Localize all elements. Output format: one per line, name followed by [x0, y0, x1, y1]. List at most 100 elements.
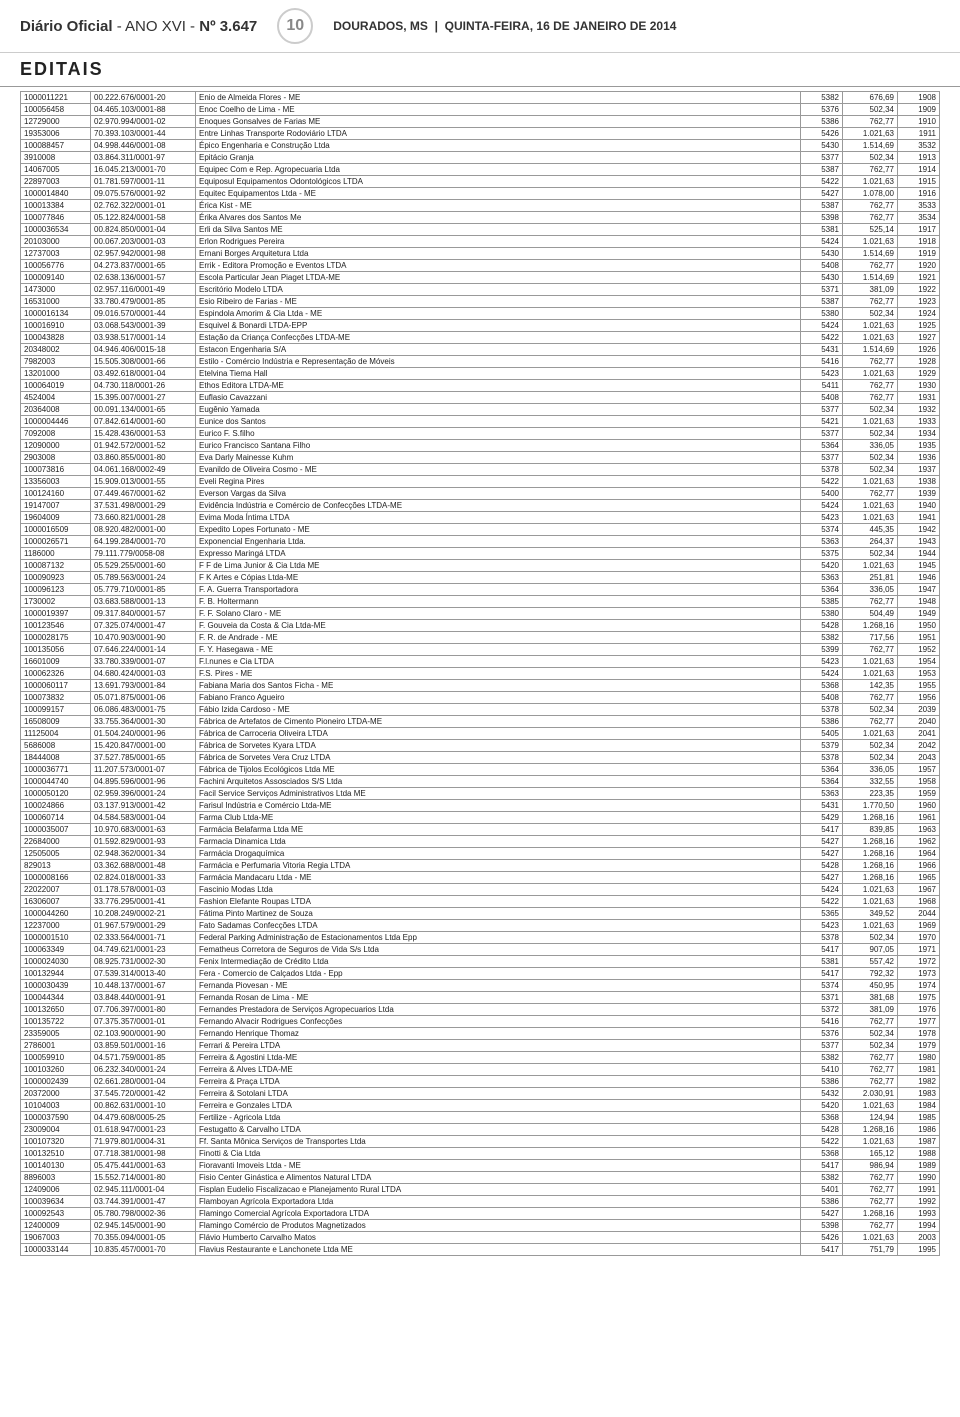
table-cell: Fertilize - Agricola Ltda	[196, 1112, 801, 1124]
table-cell: 1966	[898, 860, 940, 872]
table-cell: 5423	[801, 656, 843, 668]
table-cell: 5428	[801, 620, 843, 632]
table-cell: Fernandes Prestadora de Serviços Agropec…	[196, 1004, 801, 1016]
table-cell: 165,12	[843, 1148, 898, 1160]
table-cell: 1965	[898, 872, 940, 884]
table-cell: Expedito Lopes Fortunato - ME	[196, 524, 801, 536]
table-cell: 1.021,63	[843, 128, 898, 140]
table-cell: 336,05	[843, 440, 898, 452]
table-cell: 1974	[898, 980, 940, 992]
table-cell: 5408	[801, 260, 843, 272]
table-cell: Eveli Regina Pires	[196, 476, 801, 488]
table-row: 100001122100.222.676/0001-20Enio de Alme…	[21, 92, 940, 104]
table-cell: Fernanda Piovesan - ME	[196, 980, 801, 992]
table-cell: 100064019	[21, 380, 91, 392]
table-cell: 5417	[801, 824, 843, 836]
table-cell: 1943	[898, 536, 940, 548]
table-cell: 22022007	[21, 884, 91, 896]
table-cell: 1975	[898, 992, 940, 1004]
table-cell: Fernanda Rosan de Lima - ME	[196, 992, 801, 1004]
table-cell: F F de Lima Junior & Cia Ltda ME	[196, 560, 801, 572]
table-row: 1272900002.970.994/0001-02Enoques Gonsal…	[21, 116, 940, 128]
table-cell: 5387	[801, 200, 843, 212]
table-cell: 37.531.498/0001-29	[91, 500, 196, 512]
table-cell: 05.122.824/0001-58	[91, 212, 196, 224]
table-cell: 1.078,00	[843, 188, 898, 200]
table-cell: 1994	[898, 1220, 940, 1232]
table-cell: 1956	[898, 692, 940, 704]
table-cell: Fábrica de Sorvetes Kyara LTDA	[196, 740, 801, 752]
table-row: 100002403008.925.731/0002-30Fenix Interm…	[21, 956, 940, 968]
table-cell: 5368	[801, 680, 843, 692]
table-cell: 1953	[898, 668, 940, 680]
table-row: 1112500401.504.240/0001-96Fábrica de Car…	[21, 728, 940, 740]
table-cell: 04.730.118/0001-26	[91, 380, 196, 392]
table-cell: 05.071.875/0001-06	[91, 692, 196, 704]
table-cell: Finotti & Cia Ltda	[196, 1148, 801, 1160]
table-cell: Fisio Center Ginástica e Alimentos Natur…	[196, 1172, 801, 1184]
table-row: 100003653400.824.850/0001-04Erli da Silv…	[21, 224, 940, 236]
table-cell: 100088457	[21, 140, 91, 152]
table-row: 10004382803.938.517/0001-14Estação da Cr…	[21, 332, 940, 344]
table-cell: 1.268,16	[843, 1208, 898, 1220]
table-cell: 349,52	[843, 908, 898, 920]
table-row: 1906700370.355.094/0001-05Flávio Humbert…	[21, 1232, 940, 1244]
table-row: 2289700301.781.597/0001-11Equiposul Equi…	[21, 176, 940, 188]
table-cell: 16.045.213/0001-70	[91, 164, 196, 176]
table-cell: 1.021,63	[843, 176, 898, 188]
table-cell: 1979	[898, 1040, 940, 1052]
table-cell: 03.137.913/0001-42	[91, 800, 196, 812]
table-cell: Farmacia Dinamica Ltda	[196, 836, 801, 848]
table-cell: 762,77	[843, 116, 898, 128]
table-row: 1320100003.492.618/0001-04Etelvina Tiema…	[21, 368, 940, 380]
table-cell: 1964	[898, 848, 940, 860]
table-cell: Farma Club Ltda-ME	[196, 812, 801, 824]
table-cell: 1949	[898, 608, 940, 620]
table-cell: Epitácio Granja	[196, 152, 801, 164]
table-cell: 02.945.145/0001-90	[91, 1220, 196, 1232]
table-cell: 37.527.785/0001-65	[91, 752, 196, 764]
table-cell: 1.021,63	[843, 1232, 898, 1244]
table-cell: 502,34	[843, 548, 898, 560]
table-cell: 100140130	[21, 1160, 91, 1172]
table-cell: 1908	[898, 92, 940, 104]
table-cell: 20348002	[21, 344, 91, 356]
table-cell: 502,34	[843, 464, 898, 476]
table-row: 10014013005.475.441/0001-63Fioravanti Im…	[21, 1160, 940, 1172]
table-cell: 762,77	[843, 1184, 898, 1196]
table-cell: Fioravanti Imoveis Ltda - ME	[196, 1160, 801, 1172]
table-cell: 08.925.731/0002-30	[91, 956, 196, 968]
table-cell: 1919	[898, 248, 940, 260]
table-cell: 1.021,63	[843, 500, 898, 512]
table-cell: 1000004446	[21, 416, 91, 428]
table-cell: 336,05	[843, 584, 898, 596]
table-cell: 100024866	[21, 800, 91, 812]
table-row: 1660100933.780.339/0001-07F.l.nunes e Ci…	[21, 656, 940, 668]
table-cell: 1980	[898, 1052, 940, 1064]
table-cell: Fisplan Eudelio Fiscalizacao e Planejame…	[196, 1184, 801, 1196]
table-cell: 5382	[801, 92, 843, 104]
editais-table: 100001122100.222.676/0001-20Enio de Alme…	[20, 91, 940, 1256]
table-cell: 1936	[898, 452, 940, 464]
table-cell: 04.571.759/0001-85	[91, 1052, 196, 1064]
table-row: 10008845704.998.446/0001-08Épico Engenha…	[21, 140, 940, 152]
table-row: 1960400973.660.821/0001-28Evima Moda Ínt…	[21, 512, 940, 524]
table-cell: Federal Parking Administração de Estacio…	[196, 932, 801, 944]
table-cell: 1935	[898, 440, 940, 452]
table-cell: 07.842.614/0001-60	[91, 416, 196, 428]
table-cell: 01.781.597/0001-11	[91, 176, 196, 188]
table-cell: 1995	[898, 1244, 940, 1256]
table-cell: Equipec Com e Rep. Agropecuaria Ltda	[196, 164, 801, 176]
table-cell: 5416	[801, 356, 843, 368]
table-cell: 12729000	[21, 116, 91, 128]
table-cell: 1913	[898, 152, 940, 164]
table-cell: 502,34	[843, 308, 898, 320]
table-cell: 762,77	[843, 200, 898, 212]
table-cell: 5382	[801, 1172, 843, 1184]
table-cell: 1977	[898, 1016, 940, 1028]
table-cell: 5422	[801, 332, 843, 344]
table-row: 1935300670.393.103/0001-44Entre Linhas T…	[21, 128, 940, 140]
table-cell: 5364	[801, 776, 843, 788]
table-cell: Fematheus Corretora de Seguros de Vida S…	[196, 944, 801, 956]
table-cell: 762,77	[843, 1076, 898, 1088]
